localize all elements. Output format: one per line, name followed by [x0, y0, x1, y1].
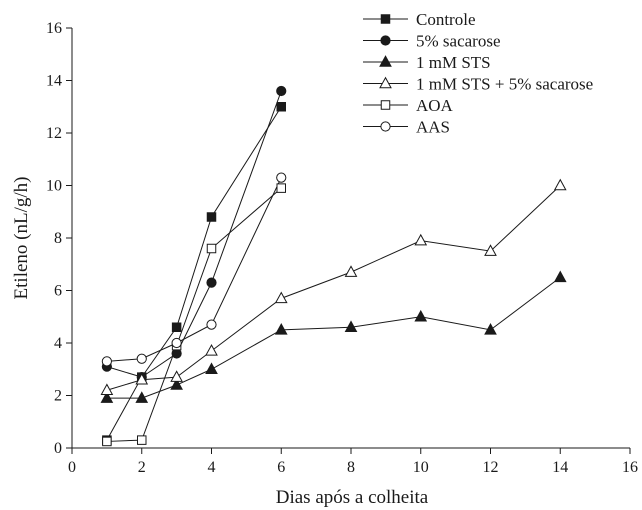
legend-marker [380, 121, 391, 132]
data-point [344, 265, 358, 277]
y-tick-label: 4 [54, 335, 62, 352]
data-point [274, 323, 288, 335]
data-point [205, 344, 218, 356]
data-point [205, 362, 218, 374]
series-line [106, 177, 282, 362]
axes: 0 2 4 6 8 10 12 14 16 0 2 4 6 8 10 12 14 16 [46, 20, 638, 476]
data-point [276, 183, 286, 193]
data-point [553, 178, 567, 191]
y-tick-label: 14 [46, 73, 62, 90]
y-tick-label: 2 [54, 388, 62, 405]
x-axis-title: Dias após a colheita [276, 487, 429, 508]
x-tick-label: 12 [483, 459, 499, 476]
data-point [414, 233, 428, 246]
series-line [106, 187, 282, 442]
y-tick-label: 10 [46, 178, 62, 195]
series-line [106, 185, 561, 391]
legend-marker [380, 14, 391, 24]
y-tick-label: 6 [54, 283, 62, 300]
legend-marker [380, 35, 391, 46]
data-point [276, 85, 287, 97]
legend-marker [379, 55, 392, 67]
data-point [136, 353, 147, 364]
legend-marker [379, 76, 392, 89]
data-point [484, 323, 497, 335]
x-tick-label: 10 [413, 459, 429, 476]
x-tick-label: 4 [208, 459, 216, 476]
legend-label: 5% sacarose [416, 32, 501, 51]
data-point [100, 383, 114, 395]
y-ticks: 0 2 4 6 8 10 12 14 16 [46, 20, 72, 457]
x-tick-label: 14 [552, 459, 568, 476]
x-tick-label: 8 [347, 459, 355, 476]
y-tick-label: 8 [54, 230, 62, 247]
y-tick-label: 0 [54, 440, 62, 457]
x-tick-label: 6 [277, 459, 285, 476]
data-point [102, 436, 112, 447]
data-point [206, 319, 217, 330]
legend-label: AAS [416, 118, 450, 137]
legend-label: Controle [416, 10, 476, 29]
data-point [101, 356, 112, 367]
legend-label: AOA [416, 96, 454, 115]
legend: Controle 5% sacarose 1 mM STS 1 mM STS + 5%… [363, 10, 593, 137]
series-markers [100, 85, 567, 447]
y-tick-label: 12 [46, 125, 62, 142]
data-point [276, 102, 286, 112]
data-point [137, 435, 147, 445]
data-point [170, 370, 183, 382]
y-axis-title: Etileno (nL/g/h) [11, 177, 32, 300]
y-tick-label: 16 [46, 20, 62, 37]
data-point [344, 320, 358, 332]
legend-label: 1 mM STS [416, 53, 491, 72]
data-point [206, 212, 217, 222]
data-point [171, 337, 182, 349]
data-point [171, 322, 182, 332]
data-point [274, 291, 288, 304]
data-point [206, 277, 217, 288]
x-tick-label: 16 [622, 459, 638, 476]
data-point [276, 172, 287, 183]
data-point [135, 372, 149, 385]
x-ticks: 0 2 4 6 8 10 12 14 16 [68, 448, 638, 476]
data-point [100, 391, 114, 403]
series-line [106, 106, 282, 441]
data-point [553, 270, 567, 283]
data-point [170, 378, 183, 390]
data-point [414, 309, 428, 322]
legend-label: 1 mM STS + 5% sacarose [416, 75, 593, 94]
x-tick-label: 2 [138, 459, 146, 476]
data-point [135, 391, 149, 403]
x-tick-label: 0 [68, 459, 76, 476]
legend-marker [380, 100, 391, 110]
data-point [206, 243, 217, 254]
data-point [484, 244, 497, 256]
